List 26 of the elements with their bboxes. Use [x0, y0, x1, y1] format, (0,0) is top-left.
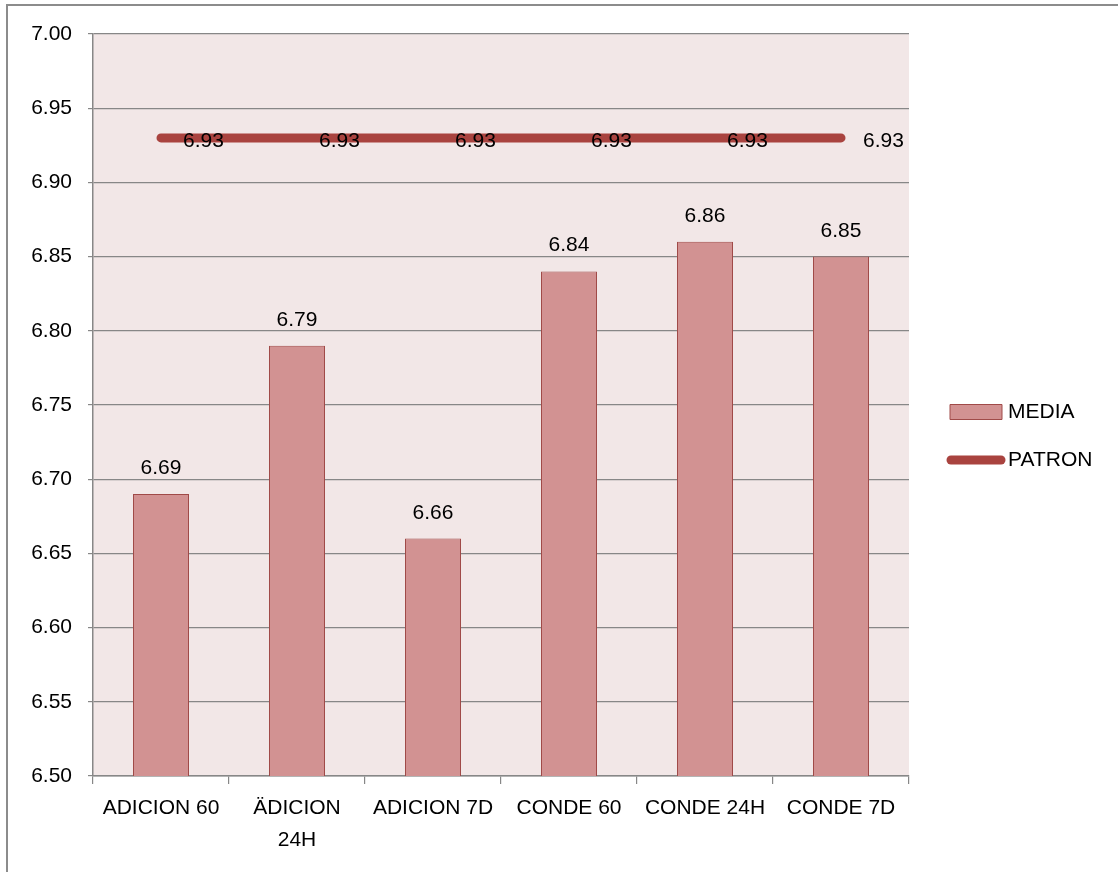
legend-label: PATRON	[1008, 446, 1093, 470]
data-label: 6.79	[276, 306, 318, 330]
data-label: 6.86	[684, 202, 726, 226]
legend-label: MEDIA	[1008, 398, 1075, 422]
y-tick-label: 6.55	[31, 688, 72, 712]
x-tick-label: ADICION 60	[102, 794, 220, 818]
data-label: 6.84	[548, 232, 590, 256]
y-tick-label: 6.85	[31, 243, 72, 267]
data-label: 6.93	[863, 127, 904, 151]
data-label: 6.66	[412, 499, 454, 523]
y-tick-label: 6.70	[31, 466, 72, 489]
x-tick-label: CONDE 60	[516, 794, 622, 818]
y-tick-label: 7.00	[31, 20, 72, 44]
x-tick-label: CONDE 24H	[644, 794, 766, 818]
x-tick-label: ADICION 7D	[372, 794, 494, 818]
y-tick-label: 6.65	[31, 540, 72, 564]
x-tick-label: CONDE 7D	[786, 794, 896, 818]
y-tick-label: 6.95	[31, 95, 72, 118]
data-label: 6.69	[140, 455, 182, 479]
y-tick-label: 6.50	[31, 762, 72, 786]
y-tick-label: 6.75	[31, 391, 72, 415]
data-label: 6.85	[820, 217, 862, 241]
y-tick-label: 6.60	[31, 614, 72, 638]
x-tick-label: ÄDICION 24H	[253, 794, 341, 850]
y-tick-label: 6.90	[31, 169, 72, 193]
y-tick-label: 6.80	[31, 317, 72, 341]
